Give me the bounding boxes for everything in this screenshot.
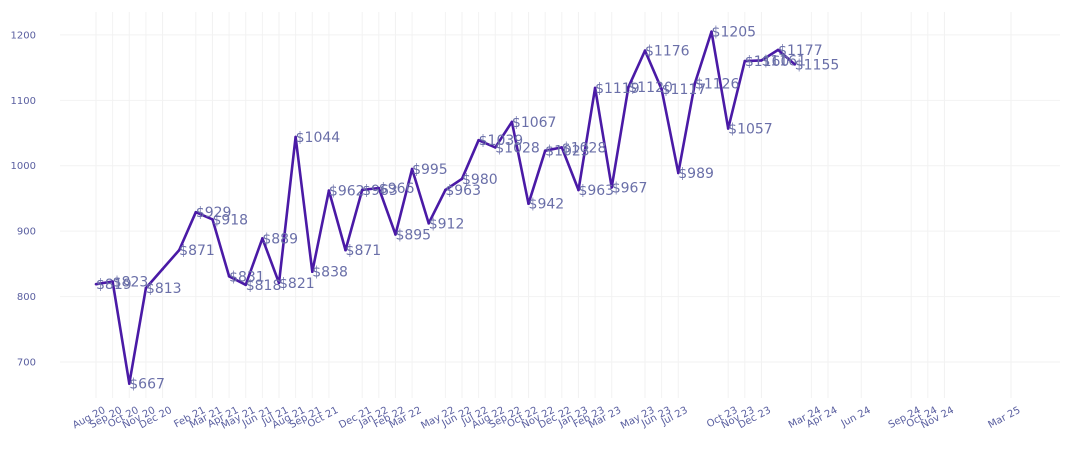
data-point (377, 186, 381, 190)
data-point (261, 237, 264, 240)
data-point (760, 59, 763, 62)
x-tick-label: Jun 24 (839, 405, 873, 430)
data-label: $1155 (795, 57, 840, 73)
data-label: $889 (262, 231, 298, 247)
data-label: $813 (146, 281, 182, 297)
data-point (360, 188, 364, 192)
data-point (410, 167, 414, 171)
y-tick-label: 700 (17, 358, 36, 369)
data-point (161, 267, 164, 271)
data-labels: $819$823 $667 $813 $871 $929$918 $831$818 $889… (94, 25, 840, 393)
data-point (693, 82, 697, 85)
data-label: $1057 (728, 121, 773, 137)
data-label: $989 (678, 166, 714, 182)
data-point (627, 85, 630, 89)
data-label: $995 (412, 162, 448, 178)
data-point (643, 49, 647, 52)
data-label: $912 (429, 216, 465, 232)
data-label: $963 (362, 183, 398, 199)
data-point (743, 59, 747, 63)
data-point (776, 48, 780, 52)
data-point (327, 189, 331, 192)
data-point (793, 63, 797, 66)
data-point (610, 186, 614, 189)
data-label: $818 (246, 278, 282, 294)
data-label: $962 (329, 184, 365, 200)
data-label: $1023 (545, 144, 590, 160)
data-label: $1126 (695, 76, 740, 92)
data-label: $963 (445, 183, 481, 199)
data-label: $1067 (512, 115, 557, 131)
data-point (127, 382, 131, 385)
data-point (277, 281, 281, 285)
data-label: $895 (395, 227, 431, 243)
data-label: $1028 (562, 140, 607, 156)
data-point (477, 138, 480, 142)
data-point (560, 146, 564, 149)
y-tick-label: 900 (17, 227, 36, 238)
data-label: $918 (212, 212, 248, 228)
data-label: $929 (196, 205, 232, 221)
data-label: $821 (279, 276, 315, 292)
grid (60, 12, 1060, 398)
data-point (244, 283, 248, 287)
y-axis-ticks: 700 800 900 1000 1100 1200 (11, 30, 36, 368)
data-label: $1028 (495, 140, 540, 156)
data-point (310, 270, 314, 274)
data-point (194, 210, 198, 214)
data-label: $1120 (628, 80, 673, 96)
data-point (527, 202, 530, 205)
data-point (676, 171, 680, 175)
data-label: $1044 (296, 130, 341, 146)
data-point (294, 135, 297, 139)
data-point (493, 146, 497, 149)
data-point (460, 177, 464, 181)
data-point (660, 87, 663, 91)
data-point (543, 149, 547, 152)
data-label: $871 (346, 243, 382, 259)
data-label: $1117 (662, 82, 707, 98)
data-point (710, 30, 713, 33)
y-tick-label: 1200 (11, 30, 36, 41)
data-point (394, 233, 397, 236)
data-label: $942 (529, 197, 565, 213)
data-point (144, 286, 148, 290)
data-point (726, 127, 730, 130)
data-label: $967 (612, 180, 648, 196)
data-label: $1160 (745, 54, 790, 70)
y-tick-label: 1100 (11, 96, 36, 107)
data-label: $823 (113, 275, 149, 291)
data-point (577, 188, 580, 192)
data-label: $1039 (479, 133, 524, 149)
data-label: $819 (96, 277, 132, 293)
data-point (344, 248, 347, 252)
data-label: $1176 (645, 44, 690, 60)
data-label: $838 (312, 265, 348, 281)
data-point (177, 248, 181, 252)
data-label: $831 (229, 269, 265, 285)
data-point (227, 275, 231, 278)
data-label: $980 (462, 172, 498, 188)
data-label: $1205 (712, 25, 757, 41)
data-point (593, 86, 597, 90)
y-tick-label: 1000 (11, 161, 36, 172)
data-label: $667 (129, 377, 165, 393)
data-point (211, 218, 214, 221)
data-point (94, 282, 98, 286)
data-label: $966 (379, 181, 415, 197)
data-point (427, 222, 431, 225)
data-label: $963 (578, 183, 614, 199)
data-point (510, 120, 514, 124)
data-label: $871 (179, 243, 215, 259)
x-tick-label: Mar 25 (987, 405, 1023, 431)
data-label: $1119 (595, 81, 640, 97)
data-point (111, 280, 114, 283)
y-tick-label: 800 (17, 292, 36, 303)
data-point (444, 188, 447, 192)
data-label: $1177 (778, 43, 823, 59)
